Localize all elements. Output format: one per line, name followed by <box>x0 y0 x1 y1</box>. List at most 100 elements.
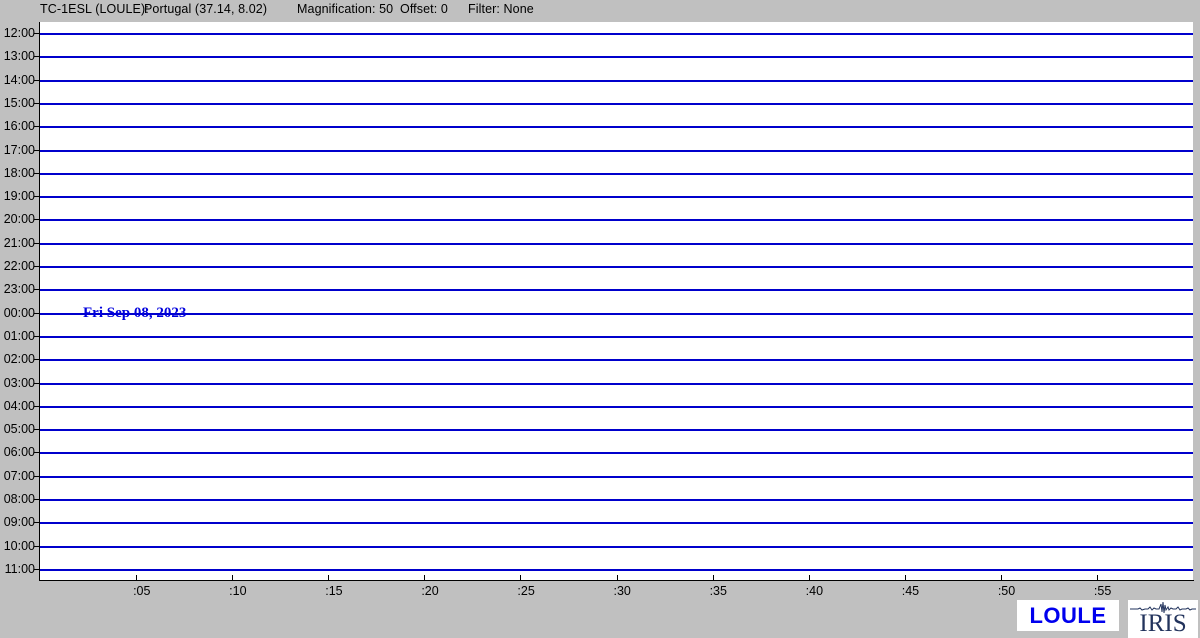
hour-trace <box>40 196 1193 199</box>
hour-trace <box>40 475 1193 478</box>
y-axis-label: 21:00 <box>3 235 35 250</box>
station-badge: LOULE <box>1017 600 1119 631</box>
y-axis-tick <box>34 335 40 337</box>
y-axis-label: 17:00 <box>3 142 35 157</box>
y-axis-tick <box>34 405 40 407</box>
hour-trace <box>40 242 1193 245</box>
station-badge-label: LOULE <box>1029 602 1107 628</box>
x-axis-tick <box>328 575 330 581</box>
y-axis-label: 04:00 <box>3 398 35 413</box>
hour-trace <box>40 126 1193 129</box>
y-axis-tick <box>34 79 40 81</box>
y-axis-tick <box>34 289 40 291</box>
hour-trace <box>40 545 1193 548</box>
x-axis-label: :10 <box>229 584 247 598</box>
date-stamp-label: Fri Sep 08, 2023 <box>83 304 187 321</box>
y-axis-tick <box>34 102 40 104</box>
header-filter: Filter: None <box>468 2 534 16</box>
x-axis-label: :05 <box>133 584 151 598</box>
y-axis-label: 22:00 <box>3 259 35 273</box>
seismogram-plot: Fri Sep 08, 2023 <box>40 22 1193 581</box>
y-axis-label: 08:00 <box>3 492 35 506</box>
header-offset: Offset: 0 <box>400 2 448 16</box>
x-axis-label: :30 <box>613 584 631 598</box>
y-axis-tick <box>34 522 40 524</box>
hour-trace <box>40 499 1193 501</box>
x-axis-label: :35 <box>709 584 727 598</box>
y-axis-label: 09:00 <box>3 515 35 530</box>
y-axis-label: 11:00 <box>4 561 35 576</box>
y-axis-tick <box>34 429 40 431</box>
hour-trace <box>40 289 1193 292</box>
x-axis-label: :50 <box>997 584 1016 598</box>
y-axis-tick <box>34 359 40 361</box>
y-axis-tick <box>34 382 40 384</box>
x-axis-label: :45 <box>901 584 920 598</box>
iris-logo: IRIS <box>1128 600 1198 638</box>
header-region: Portugal (37.14, 8.02) <box>144 2 268 16</box>
hour-trace <box>40 359 1193 362</box>
hour-trace <box>40 172 1193 175</box>
y-axis-label: 23:00 <box>3 282 35 297</box>
x-axis-tick <box>808 575 810 581</box>
hour-trace <box>40 33 1193 35</box>
hour-trace <box>40 79 1193 82</box>
y-axis-line <box>39 22 40 581</box>
hour-trace <box>40 405 1193 408</box>
hour-trace <box>40 522 1193 525</box>
hour-trace <box>40 452 1193 455</box>
x-axis-label: :55 <box>1093 584 1112 598</box>
x-axis-tick <box>424 575 426 581</box>
hour-trace <box>40 335 1193 338</box>
x-axis-tick <box>1096 575 1098 581</box>
x-axis-tick <box>520 575 522 581</box>
y-axis-tick <box>34 219 40 221</box>
hour-trace <box>40 56 1193 59</box>
y-axis-tick <box>34 33 40 34</box>
x-axis-tick <box>136 575 138 581</box>
header-magnification: Magnification: 50 <box>297 2 394 16</box>
y-axis-tick <box>34 499 40 500</box>
y-axis-tick <box>34 56 40 58</box>
x-axis-label: :25 <box>517 584 535 598</box>
y-axis-tick <box>34 452 40 454</box>
hour-trace <box>40 266 1193 268</box>
x-axis-label: :20 <box>421 584 439 598</box>
y-axis-label: 15:00 <box>3 95 35 110</box>
y-axis-label: 05:00 <box>3 422 35 437</box>
y-axis-label: 20:00 <box>3 212 35 227</box>
hour-trace <box>40 568 1193 571</box>
y-axis-tick <box>34 568 40 570</box>
y-axis-tick <box>34 312 40 314</box>
y-axis-label: 03:00 <box>3 375 35 390</box>
y-axis-tick <box>34 475 40 477</box>
y-axis-label: 12:00 <box>3 26 35 40</box>
x-axis-tick <box>616 575 618 581</box>
y-axis-label: 14:00 <box>3 72 35 87</box>
y-axis-label: 10:00 <box>3 538 35 553</box>
hour-trace <box>40 312 1193 315</box>
hour-trace <box>40 219 1193 222</box>
y-axis-tick <box>34 126 40 128</box>
y-axis-tick <box>34 172 40 174</box>
hour-trace <box>40 382 1193 385</box>
hour-trace <box>40 102 1193 105</box>
y-axis-label: 13:00 <box>3 49 35 64</box>
y-axis-label: 16:00 <box>3 119 35 134</box>
iris-logo-text: IRIS <box>1139 610 1187 637</box>
y-axis-label: 18:00 <box>3 165 35 180</box>
y-axis-label: 19:00 <box>3 189 35 204</box>
y-axis-tick <box>34 266 40 267</box>
y-axis-label: 01:00 <box>3 328 35 343</box>
y-axis-tick <box>34 149 40 151</box>
x-axis-label: :40 <box>805 584 824 598</box>
seismic-waveform-icon <box>1130 601 1196 614</box>
y-axis-tick <box>34 545 40 547</box>
y-axis-label: 06:00 <box>3 445 35 460</box>
x-axis-tick <box>712 575 714 581</box>
hour-trace <box>40 429 1193 432</box>
x-axis-tick <box>904 575 906 581</box>
hour-trace <box>40 149 1193 152</box>
y-axis-label: 02:00 <box>3 352 35 367</box>
y-axis-tick <box>34 242 40 244</box>
